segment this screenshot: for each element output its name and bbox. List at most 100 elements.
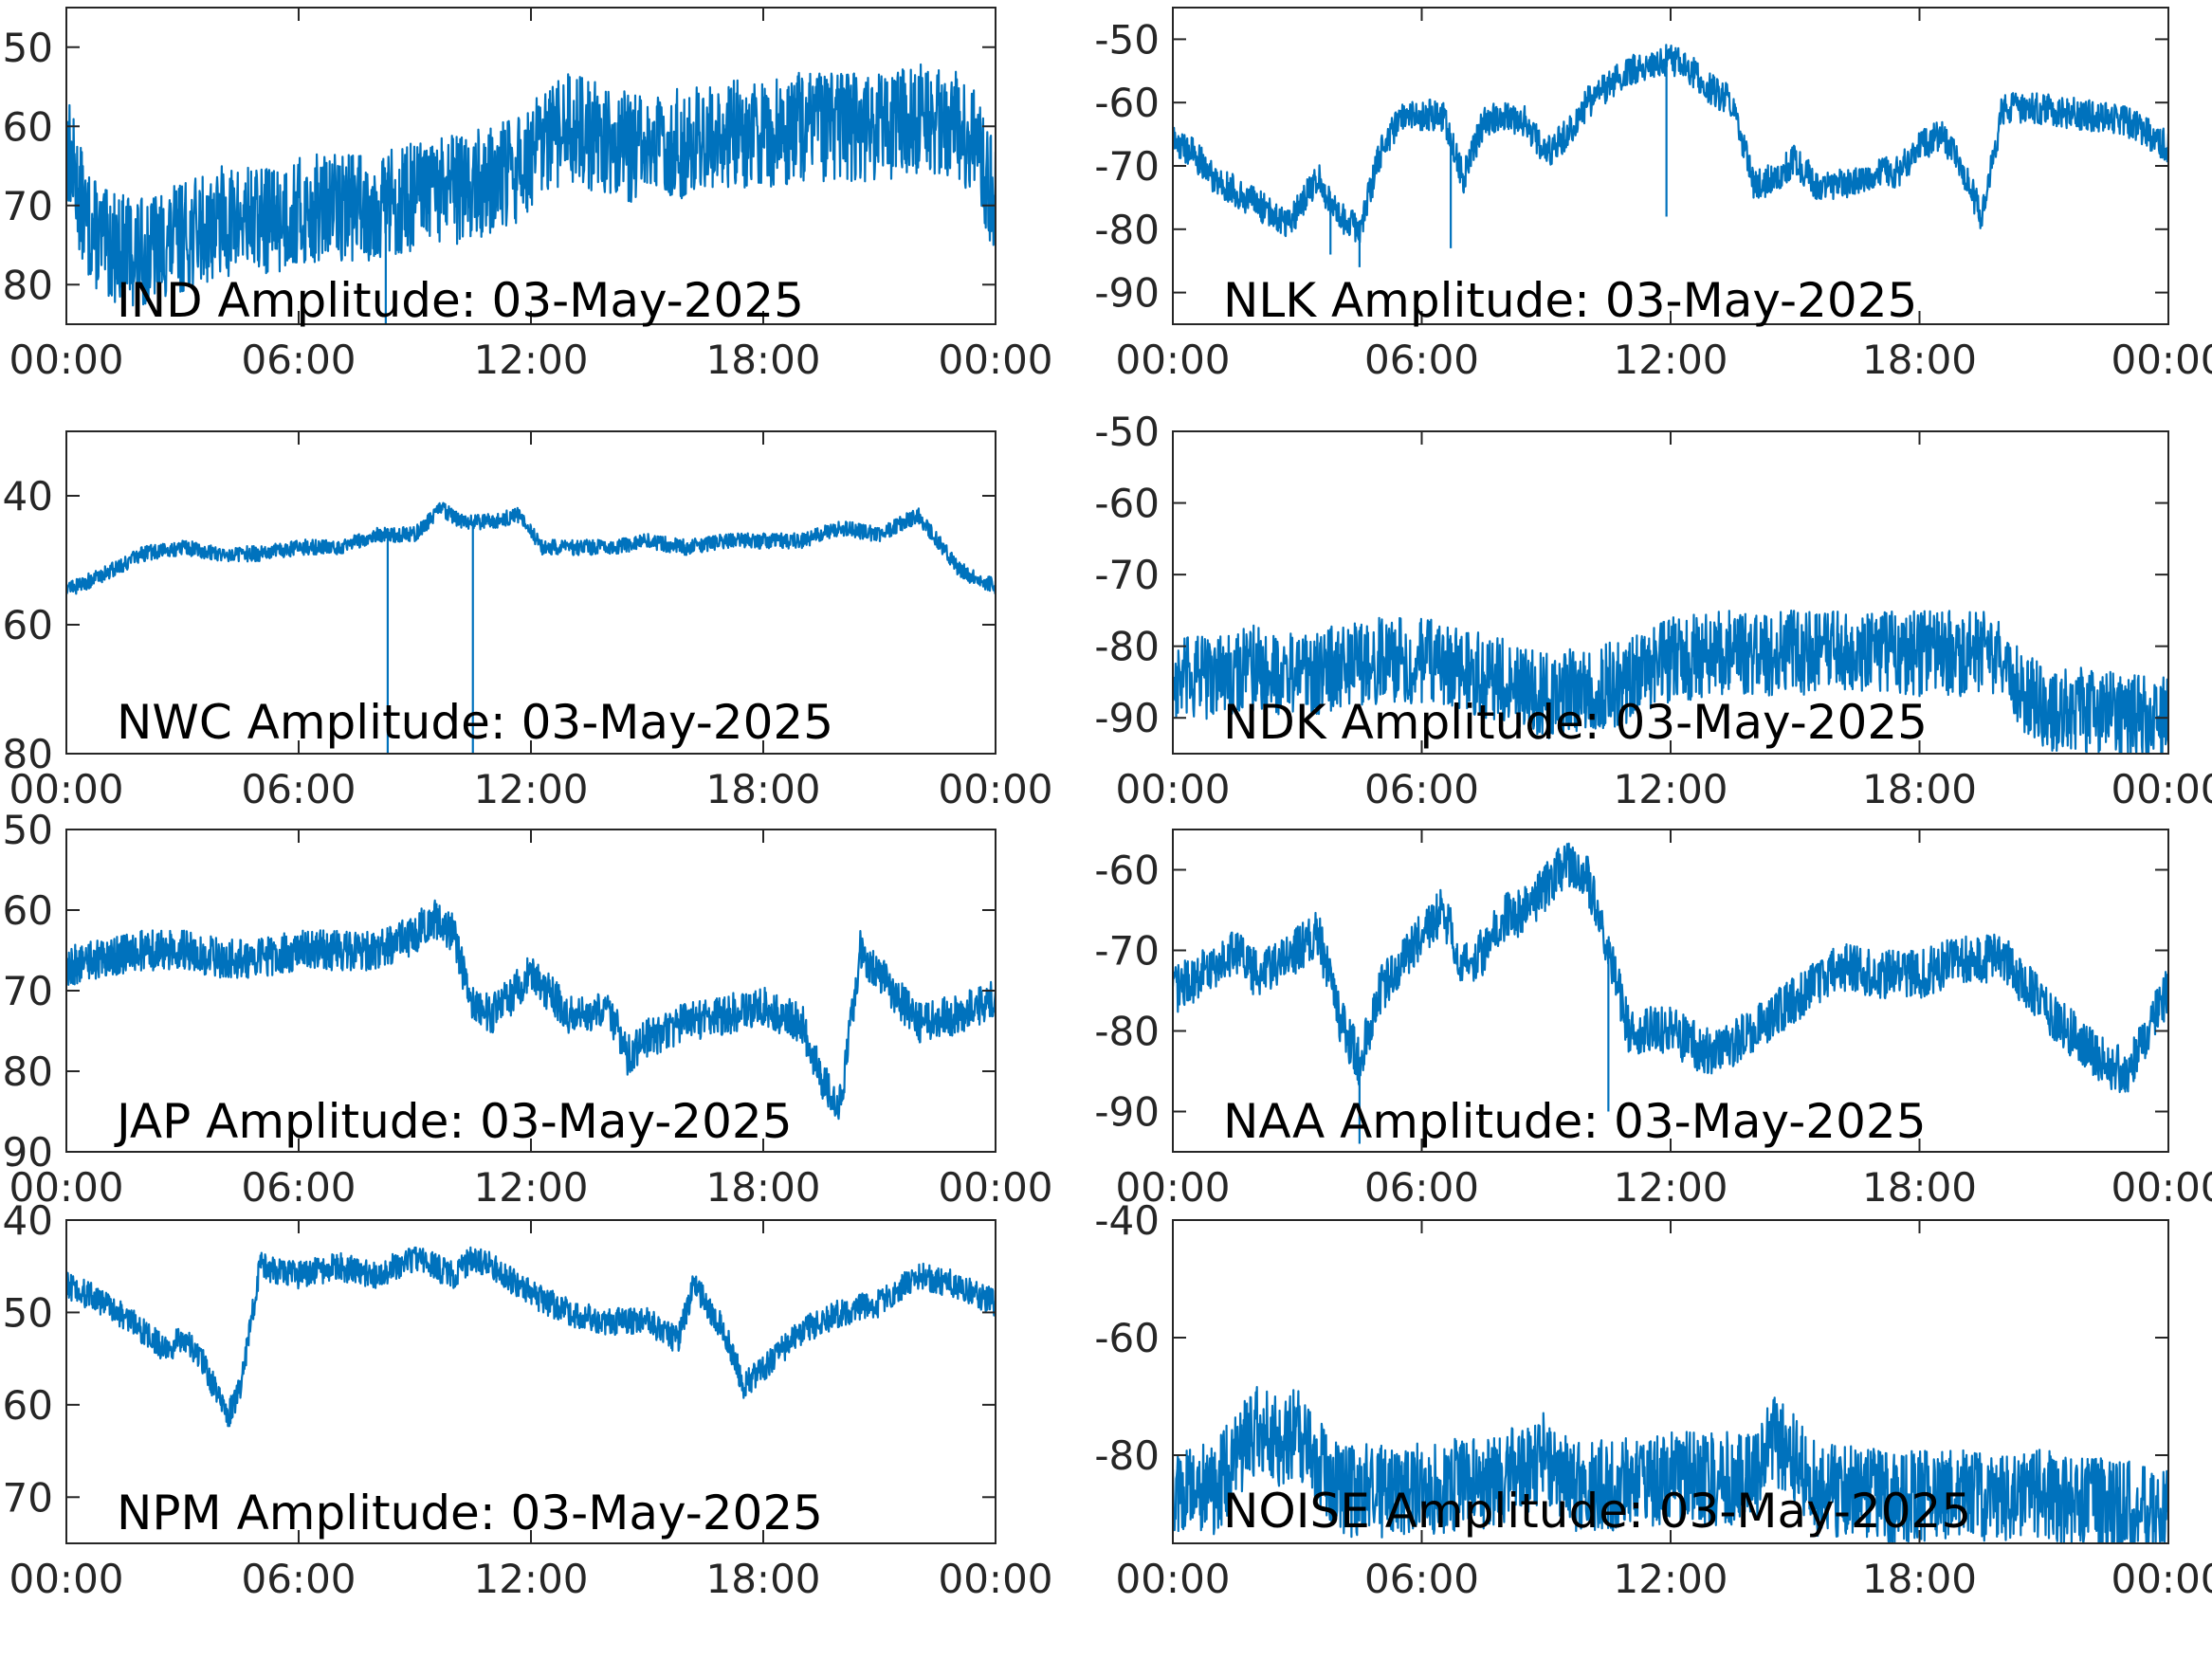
npm-ytick-label: 50 — [3, 1289, 53, 1336]
naa-ytick-label: -60 — [1094, 848, 1160, 894]
npm-ytick-label: 60 — [3, 1382, 53, 1429]
noise-signal-line — [1173, 1386, 2168, 1543]
ind-ytick-label: 70 — [3, 183, 53, 229]
noise-ytick-label: -40 — [1094, 1197, 1160, 1244]
npm-ytick-label: 40 — [3, 1197, 53, 1244]
ndk-xtick-label: 06:00 — [1364, 766, 1479, 812]
ndk-xtick-label: 18:00 — [1862, 766, 1977, 812]
jap-xtick-label: 06:00 — [241, 1164, 356, 1211]
panel-naa: 00:00 06:00 12:00 18:00 00:00 -60 -70 -80 -90 NA… — [1094, 829, 2212, 1211]
nwc-xtick-label: 18:00 — [705, 766, 820, 812]
ind-xtick-label: 00:00 — [938, 337, 1052, 383]
panel-jap: 00:00 06:00 12:00 18:00 00:00 50 60 70 80 90 JAP … — [3, 807, 1053, 1211]
nlk-ticks: 00:00 06:00 12:00 18:00 00:00 -50 -60 -70 -80 -90 — [1094, 8, 2212, 383]
nlk-series-path — [1173, 44, 2168, 244]
nlk-xtick-label: 06:00 — [1364, 337, 1479, 383]
naa-xtick-label: 00:00 — [2111, 1164, 2212, 1211]
nwc-signal-line — [66, 501, 996, 754]
npm-signal-line — [66, 1246, 996, 1428]
ndk-signal-line — [1173, 610, 2168, 754]
jap-ytick-label: 80 — [3, 1048, 53, 1095]
nlk-ytick-label: -80 — [1094, 207, 1160, 253]
noise-title: NOISE Amplitude: 03-May-2025 — [1223, 1484, 1971, 1539]
jap-ticks: 00:00 06:00 12:00 18:00 00:00 50 60 70 80 90 — [3, 807, 1053, 1211]
jap-ytick-label: 60 — [3, 887, 53, 934]
npm-ticks: 00:00 06:00 12:00 18:00 00:00 40 50 60 70 — [3, 1197, 1053, 1602]
jap-signal-line — [66, 899, 996, 1121]
noise-xtick-label: 00:00 — [1115, 1556, 1230, 1602]
ndk-ytick-label: -70 — [1094, 552, 1160, 598]
ind-ticks: 00:00 06:00 12:00 18:00 00:00 50 60 70 80 — [3, 8, 1053, 383]
panel-nlk: 00:00 06:00 12:00 18:00 00:00 -50 -60 -70 -80 -90… — [1094, 7, 2212, 383]
noise-xtick-label: 06:00 — [1364, 1556, 1479, 1602]
panel-ndk: 00:00 06:00 12:00 18:00 00:00 -50 -60 -70 -80 -90… — [1094, 409, 2212, 812]
ind-xtick-label: 12:00 — [473, 337, 588, 383]
naa-signal-line — [1173, 842, 2168, 1144]
npm-xtick-label: 12:00 — [473, 1556, 588, 1602]
ndk-xtick-label: 00:00 — [1115, 766, 1230, 812]
nwc-xtick-label: 00:00 — [938, 766, 1052, 812]
npm-xtick-label: 00:00 — [9, 1556, 123, 1602]
ndk-ytick-label: -60 — [1094, 481, 1160, 527]
noise-series-path — [1173, 1386, 2168, 1543]
nwc-xtick-label: 00:00 — [9, 766, 123, 812]
ind-ytick-label: 60 — [3, 103, 53, 150]
jap-xtick-label: 18:00 — [705, 1164, 820, 1211]
ndk-ticks: 00:00 06:00 12:00 18:00 00:00 -50 -60 -70 -80 -90 — [1094, 409, 2212, 812]
nlk-ytick-label: -70 — [1094, 143, 1160, 190]
naa-series-path — [1173, 842, 2168, 1094]
nlk-title: NLK Amplitude: 03-May-2025 — [1223, 273, 1917, 328]
panel-noise: 00:00 06:00 12:00 18:00 00:00 -40 -60 -80 NOISE… — [1094, 1197, 2212, 1602]
ndk-ytick-label: -50 — [1094, 409, 1160, 455]
nwc-series-path — [66, 501, 996, 595]
jap-xtick-label: 12:00 — [473, 1164, 588, 1211]
noise-ytick-label: -60 — [1094, 1315, 1160, 1361]
ind-ytick-label: 80 — [3, 262, 53, 308]
jap-ytick-label: 90 — [3, 1129, 53, 1176]
ndk-ytick-label: -90 — [1094, 695, 1160, 741]
jap-xtick-label: 00:00 — [9, 1164, 123, 1211]
ndk-series-path — [1173, 610, 2168, 754]
ind-xtick-label: 06:00 — [241, 337, 356, 383]
jap-xtick-label: 00:00 — [938, 1164, 1052, 1211]
naa-ticks: 00:00 06:00 12:00 18:00 00:00 -60 -70 -80 -90 — [1094, 830, 2212, 1211]
nlk-xtick-label: 18:00 — [1862, 337, 1977, 383]
noise-ytick-label: -80 — [1094, 1432, 1160, 1479]
nwc-ytick-label: 40 — [3, 473, 53, 520]
nlk-xtick-label: 00:00 — [2111, 337, 2212, 383]
naa-xtick-label: 18:00 — [1862, 1164, 1977, 1211]
ndk-xtick-label: 12:00 — [1613, 766, 1728, 812]
jap-title: JAP Amplitude: 03-May-2025 — [114, 1094, 793, 1149]
nlk-signal-line — [1173, 44, 2168, 267]
ndk-title: NDK Amplitude: 03-May-2025 — [1223, 695, 1928, 750]
ind-signal-line — [66, 63, 996, 324]
nlk-xtick-label: 12:00 — [1613, 337, 1728, 383]
nlk-ytick-label: -90 — [1094, 270, 1160, 317]
naa-xtick-label: 12:00 — [1613, 1164, 1728, 1211]
panel-ind: 00:00 06:00 12:00 18:00 00:00 50 60 70 80 IND Am… — [3, 7, 1053, 383]
ind-ytick-label: 50 — [3, 25, 53, 71]
nwc-title: NWC Amplitude: 03-May-2025 — [117, 695, 833, 750]
naa-ytick-label: -70 — [1094, 928, 1160, 975]
naa-ytick-label: -90 — [1094, 1089, 1160, 1136]
npm-series-path — [66, 1246, 996, 1428]
nwc-xtick-label: 06:00 — [241, 766, 356, 812]
panel-nwc: 00:00 06:00 12:00 18:00 00:00 40 60 80 NWC Ampl… — [3, 430, 1053, 812]
npm-title: NPM Amplitude: 03-May-2025 — [117, 1486, 823, 1540]
nlk-ytick-label: -50 — [1094, 16, 1160, 63]
npm-xtick-label: 06:00 — [241, 1556, 356, 1602]
naa-ytick-label: -80 — [1094, 1009, 1160, 1055]
npm-ytick-label: 70 — [3, 1474, 53, 1521]
nlk-ytick-label: -60 — [1094, 80, 1160, 126]
noise-xtick-label: 12:00 — [1613, 1556, 1728, 1602]
nwc-xtick-label: 12:00 — [473, 766, 588, 812]
npm-xtick-label: 00:00 — [938, 1556, 1052, 1602]
ind-title: IND Amplitude: 03-May-2025 — [117, 273, 804, 328]
jap-ytick-label: 70 — [3, 968, 53, 1014]
jap-series-path — [66, 899, 996, 1121]
nwc-ticks: 00:00 06:00 12:00 18:00 00:00 40 60 80 — [3, 431, 1053, 812]
noise-xtick-label: 18:00 — [1862, 1556, 1977, 1602]
noise-ticks: 00:00 06:00 12:00 18:00 00:00 -40 -60 -80 — [1094, 1197, 2212, 1602]
ndk-ytick-label: -80 — [1094, 624, 1160, 670]
